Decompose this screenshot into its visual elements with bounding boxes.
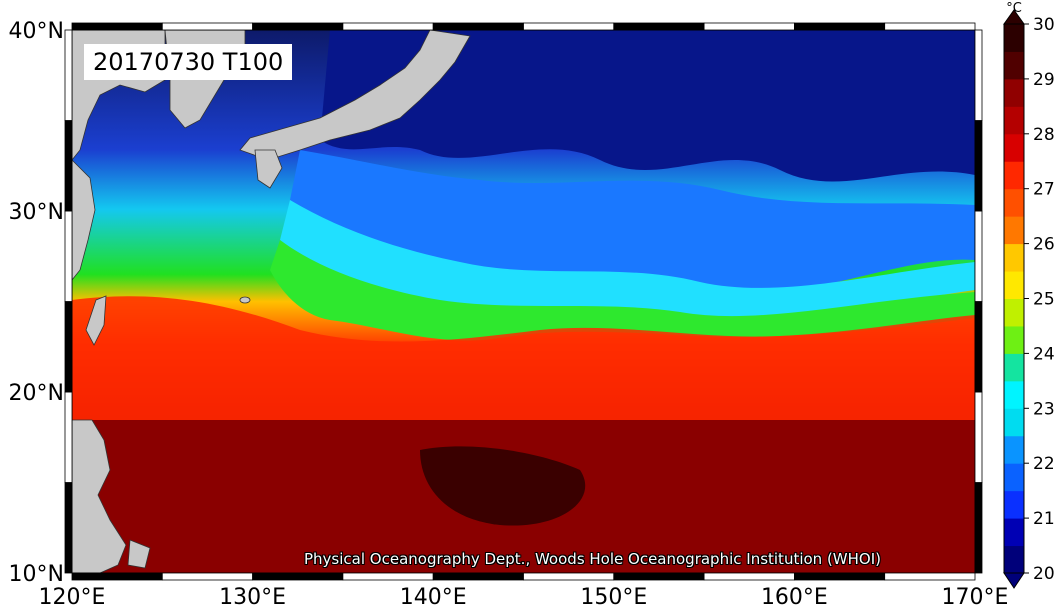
lat-label: 40°N	[9, 19, 64, 44]
colorbar-swatch	[1004, 106, 1024, 135]
kyushu	[254, 149, 283, 189]
colorbar-swatch	[1004, 463, 1024, 492]
credit-text: Physical Oceanography Dept., Woods Hole …	[304, 550, 881, 568]
lon-label: 160°E	[761, 585, 828, 610]
colorbar-tick-labels: 30 29 28 27 26 25 24 23 22 21 20	[1024, 15, 1055, 584]
colorbar-tick-label: 25	[1033, 290, 1055, 310]
border-seg-left	[64, 391, 73, 483]
border-seg-top	[161, 22, 254, 31]
lat-label: 10°N	[9, 562, 64, 587]
colorbar-swatch	[1004, 133, 1024, 162]
cyan-water-band	[280, 200, 975, 319]
colorbar-tick-label: 22	[1033, 454, 1055, 474]
border-seg-top	[432, 22, 524, 31]
border-seg-top	[252, 22, 344, 31]
colorbar-swatch	[1004, 188, 1024, 217]
colorbar-swatches	[1004, 24, 1024, 574]
colorbar-swatch	[1004, 490, 1024, 519]
colorbar-tick-label: 28	[1033, 125, 1055, 145]
border-seg-bottom	[252, 572, 344, 581]
philippines-south	[127, 539, 151, 569]
colorbar: °C 30 29 28 27 26 25 24 23 22 21 20	[1003, 1, 1055, 589]
colorbar-swatch	[1004, 408, 1024, 437]
lon-label: 120°E	[39, 585, 106, 610]
colorbar-tick-label: 23	[1033, 399, 1055, 419]
colorbar-tick-label: 20	[1033, 564, 1055, 584]
colorbar-swatch	[1004, 380, 1024, 409]
colorbar-tick-label: 27	[1033, 180, 1055, 200]
border-seg-right	[974, 301, 983, 393]
colorbar-tick-label: 29	[1033, 70, 1055, 90]
lon-label: 170°E	[942, 585, 1009, 610]
border-seg-bottom	[613, 572, 705, 581]
axis-labels: 120°E 130°E 140°E 150°E 160°E 170°E 40°N 30°N 20…	[9, 19, 1009, 610]
colorbar-unit: °C	[1006, 1, 1022, 16]
lon-label: 130°E	[219, 585, 286, 610]
border-seg-bottom	[161, 572, 254, 581]
border-seg-bottom	[71, 572, 163, 581]
colorbar-tick-label: 26	[1033, 235, 1055, 255]
border-seg-left	[64, 482, 73, 574]
border-seg-top	[884, 22, 976, 31]
colorbar-swatch	[1004, 243, 1024, 272]
colorbar-swatch	[1004, 78, 1024, 107]
border-seg-left	[64, 210, 73, 302]
map-border-segments	[64, 22, 983, 581]
colorbar-tick-label: 24	[1033, 344, 1055, 364]
colorbar-swatch	[1004, 353, 1024, 382]
lat-label: 30°N	[9, 200, 64, 225]
colorbar-swatch	[1004, 545, 1024, 574]
colorbar-swatch	[1004, 518, 1024, 547]
colorbar-swatch	[1004, 24, 1024, 52]
border-seg-top	[703, 22, 795, 31]
border-seg-top	[71, 22, 163, 31]
map-panel	[64, 22, 983, 581]
colorbar-swatch	[1004, 216, 1024, 245]
colorbar-swatch	[1004, 51, 1024, 80]
border-seg-right	[974, 482, 983, 574]
border-seg-bottom	[523, 572, 615, 581]
border-seg-left	[64, 29, 73, 121]
lon-label: 140°E	[400, 585, 467, 610]
border-seg-top	[523, 22, 615, 31]
warm-water-region	[72, 296, 975, 420]
colorbar-swatch	[1004, 161, 1024, 190]
border-seg-left	[64, 120, 73, 212]
okinawa-island	[239, 296, 251, 304]
border-seg-right	[974, 391, 983, 483]
border-seg-right	[974, 210, 983, 302]
border-seg-bottom	[884, 572, 976, 581]
cool-water-band	[290, 150, 975, 292]
border-seg-left	[64, 301, 73, 393]
map-title: 20170730 T100	[84, 44, 293, 80]
border-seg-bottom	[794, 572, 886, 581]
lat-label: 20°N	[9, 381, 64, 406]
hottest-patch	[420, 446, 586, 526]
border-seg-top	[613, 22, 705, 31]
colorbar-tick-label: 21	[1033, 509, 1055, 529]
colorbar-swatch	[1004, 298, 1024, 327]
border-seg-top	[794, 22, 886, 31]
border-seg-right	[974, 29, 983, 121]
border-seg-bottom	[703, 572, 795, 581]
cold-water-region	[320, 30, 975, 182]
colorbar-swatch	[1004, 435, 1024, 464]
colorbar-tick-label: 30	[1033, 15, 1055, 35]
border-seg-right	[974, 120, 983, 212]
colorbar-swatch	[1004, 325, 1024, 354]
colorbar-swatch	[1004, 271, 1024, 299]
border-seg-bottom	[432, 572, 524, 581]
taiwan	[85, 295, 107, 346]
green-water-band	[270, 240, 975, 341]
border-seg-bottom	[342, 572, 434, 581]
lon-label: 150°E	[580, 585, 647, 610]
border-seg-top	[342, 22, 434, 31]
